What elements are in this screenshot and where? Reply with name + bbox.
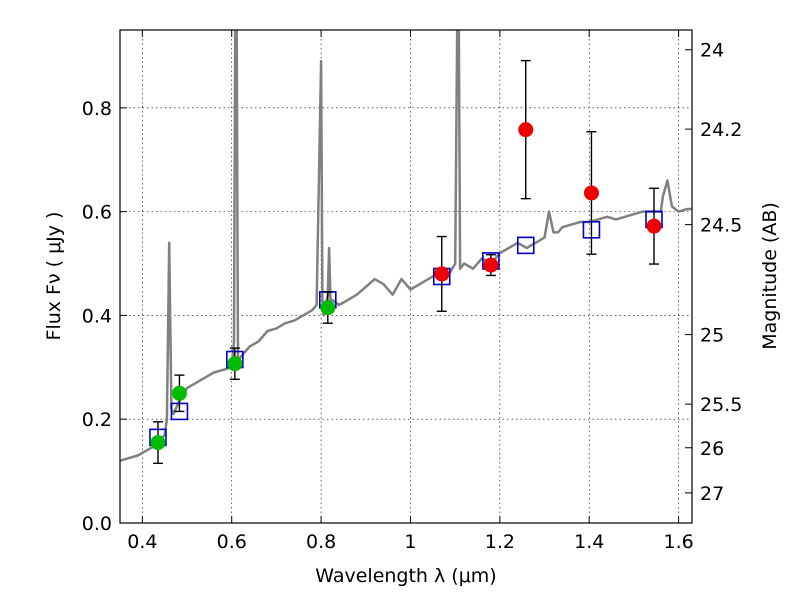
y-tick-label: 0.8: [82, 98, 112, 120]
nir-point: [646, 218, 662, 234]
nir-point: [583, 185, 599, 201]
right-tick-label: 24: [700, 40, 724, 62]
optical-point: [227, 356, 243, 372]
x-tick-label: 1.6: [663, 531, 693, 553]
x-tick-label: 1.4: [574, 531, 604, 553]
right-tick-label: 24.5: [700, 215, 742, 237]
right-tick-label: 25: [700, 325, 724, 347]
y-axis-right-label: Magnitude (AB): [759, 202, 781, 350]
sed-curve: [120, 30, 692, 462]
x-tick-label: 1.2: [485, 531, 515, 553]
y-tick-label: 0.0: [82, 513, 112, 535]
x-tick-label: 0.4: [127, 531, 157, 553]
x-axis-label: Wavelength λ (μm): [315, 565, 496, 587]
x-tick-label: 0.6: [217, 531, 247, 553]
nir-point: [434, 266, 450, 282]
data-layer: [120, 30, 692, 465]
grid: [120, 30, 692, 524]
right-tick-label: 26: [700, 438, 724, 460]
optical-point: [320, 300, 336, 316]
ticks: 0.4 0.6 0.8 1 1.2 1.4 1.6 0.0 0.2 0.4 0.6 0.8 24 24.2…: [82, 30, 742, 553]
plot-frame: [119, 29, 693, 524]
y-tick-label: 0.2: [82, 409, 112, 431]
right-tick-label: 27: [700, 483, 724, 505]
optical-point: [150, 435, 166, 451]
right-tick-label: 24.2: [700, 119, 742, 141]
y-axis-label: Flux Fν ( μJy ): [43, 212, 65, 341]
right-tick-label: 25.5: [700, 394, 742, 416]
model-point: [516, 236, 535, 255]
optical-point: [171, 385, 187, 401]
x-tick-label: 1: [404, 531, 416, 553]
nir-point: [518, 122, 534, 138]
nir-point: [483, 257, 499, 273]
x-tick-label: 0.8: [306, 531, 336, 553]
y-tick-label: 0.4: [82, 305, 112, 327]
y-tick-label: 0.6: [82, 202, 112, 224]
